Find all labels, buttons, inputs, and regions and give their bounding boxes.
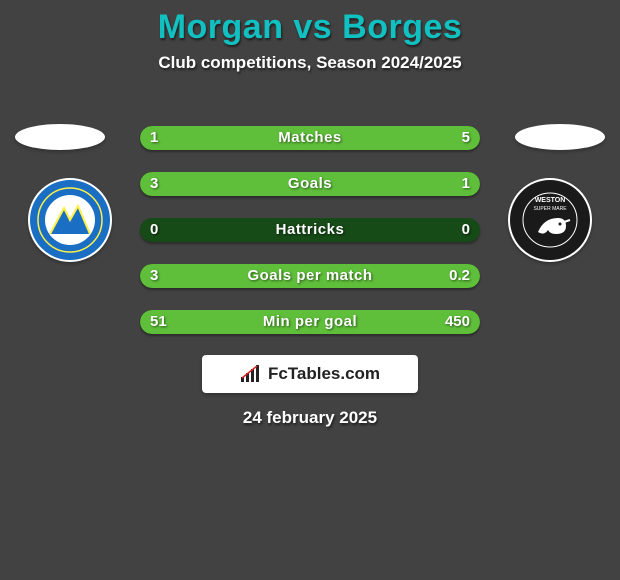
stat-label: Goals per match bbox=[140, 264, 480, 288]
stat-label: Min per goal bbox=[140, 310, 480, 334]
page-subtitle: Club competitions, Season 2024/2025 bbox=[0, 53, 620, 73]
team-badge-right: WESTON SUPER MARE bbox=[508, 178, 592, 262]
weston-badge-icon: WESTON SUPER MARE bbox=[508, 178, 592, 262]
player-shadow-right bbox=[515, 124, 605, 150]
brand-badge: FcTables.com bbox=[202, 355, 418, 393]
svg-text:SUPER MARE: SUPER MARE bbox=[533, 206, 567, 212]
stat-row: 3 Goals per match 0.2 bbox=[140, 264, 480, 288]
stat-label: Hattricks bbox=[140, 218, 480, 242]
stat-value-right: 450 bbox=[445, 310, 470, 334]
player-shadow-left bbox=[15, 124, 105, 150]
stat-label: Matches bbox=[140, 126, 480, 150]
stat-row: 3 Goals 1 bbox=[140, 172, 480, 196]
comparison-infographic: Morgan vs Borges Club competitions, Seas… bbox=[0, 0, 620, 580]
bar-chart-icon bbox=[240, 365, 262, 383]
stat-value-right: 0 bbox=[462, 218, 470, 242]
stat-value-right: 5 bbox=[462, 126, 470, 150]
svg-text:WESTON: WESTON bbox=[535, 197, 566, 204]
torquay-badge-icon bbox=[28, 178, 112, 262]
page-title: Morgan vs Borges bbox=[0, 0, 620, 47]
stat-value-right: 1 bbox=[462, 172, 470, 196]
stat-label: Goals bbox=[140, 172, 480, 196]
team-badge-left bbox=[28, 178, 112, 262]
date-text: 24 february 2025 bbox=[0, 408, 620, 428]
stats-bars: 1 Matches 5 3 Goals 1 0 Hattricks 0 3 Go… bbox=[140, 126, 480, 356]
stat-row: 1 Matches 5 bbox=[140, 126, 480, 150]
brand-text: FcTables.com bbox=[268, 364, 380, 384]
stat-row: 51 Min per goal 450 bbox=[140, 310, 480, 334]
stat-row: 0 Hattricks 0 bbox=[140, 218, 480, 242]
stat-value-right: 0.2 bbox=[449, 264, 470, 288]
